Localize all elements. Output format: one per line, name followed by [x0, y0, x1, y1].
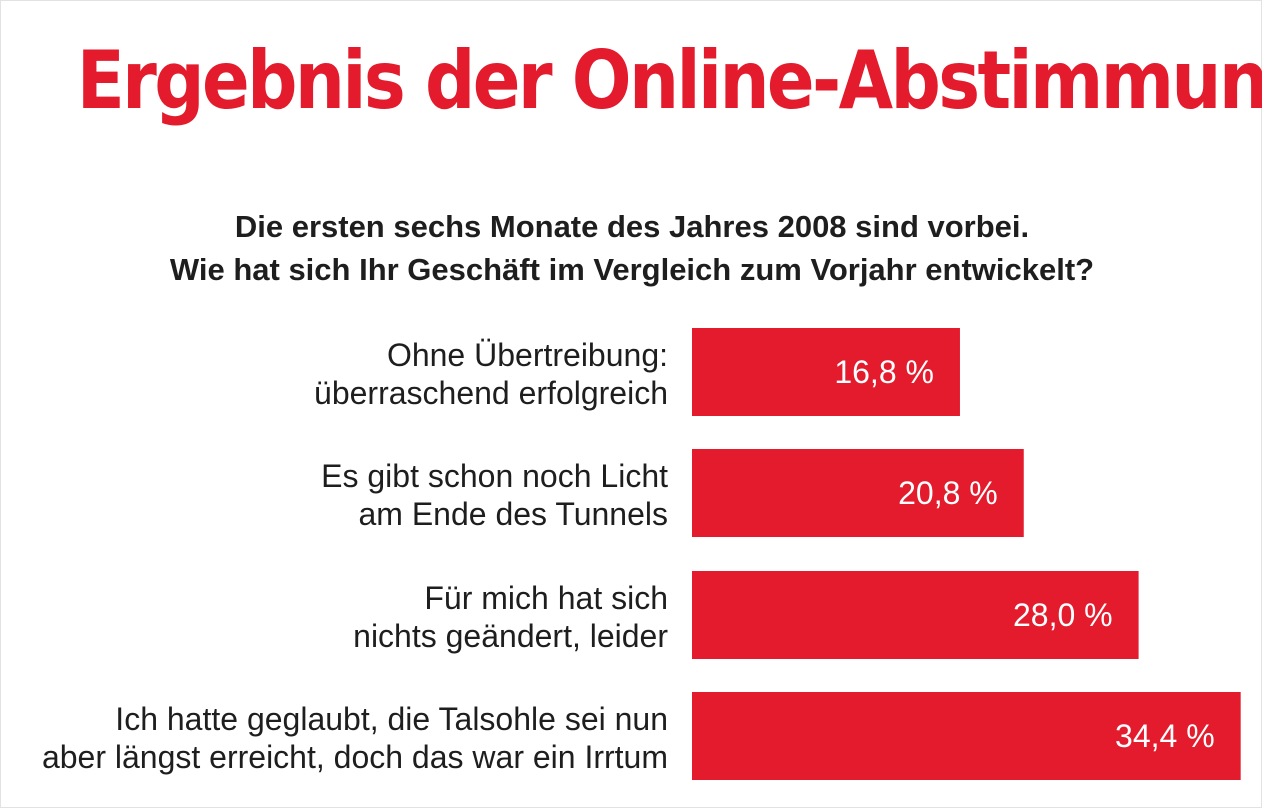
category-label-1-line-2: überraschend erfolgreich — [314, 375, 668, 411]
category-label-4-line-2: aber längst erreicht, doch das war ein I… — [42, 739, 668, 775]
category-label-4-line-1: Ich hatte geglaubt, die Talsohle sei nun — [115, 701, 668, 737]
subtitle-line-2: Wie hat sich Ihr Geschäft im Vergleich z… — [169, 252, 1095, 287]
value-label-1: 16,8 % — [834, 354, 934, 390]
category-label-3-line-2: nichts geändert, leider — [353, 618, 668, 654]
value-label-4: 34,4 % — [1115, 718, 1215, 754]
category-label-3-line-1: Für mich hat sich — [424, 580, 668, 616]
value-label-3: 28,0 % — [1013, 597, 1113, 633]
chart-title: Ergebnis der Online-Abstimmung — [76, 34, 1262, 127]
category-label-2-line-1: Es gibt schon noch Licht — [321, 458, 668, 494]
category-label-1-line-1: Ohne Übertreibung: — [387, 337, 668, 373]
chart-subtitle: Die ersten sechs Monate des Jahres 2008 … — [1, 205, 1262, 291]
bar-2 — [692, 449, 1024, 537]
bar-4 — [692, 692, 1241, 780]
bar-3 — [692, 571, 1139, 659]
subtitle-line-1: Die ersten sechs Monate des Jahres 2008 … — [234, 209, 1030, 244]
value-label-2: 20,8 % — [898, 475, 998, 511]
bar-1 — [692, 328, 960, 416]
category-label-2-line-2: am Ende des Tunnels — [358, 496, 668, 532]
